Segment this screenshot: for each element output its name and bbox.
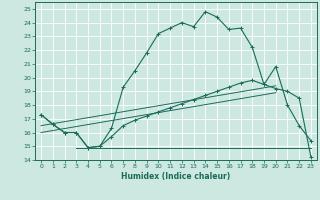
X-axis label: Humidex (Indice chaleur): Humidex (Indice chaleur): [121, 172, 231, 181]
